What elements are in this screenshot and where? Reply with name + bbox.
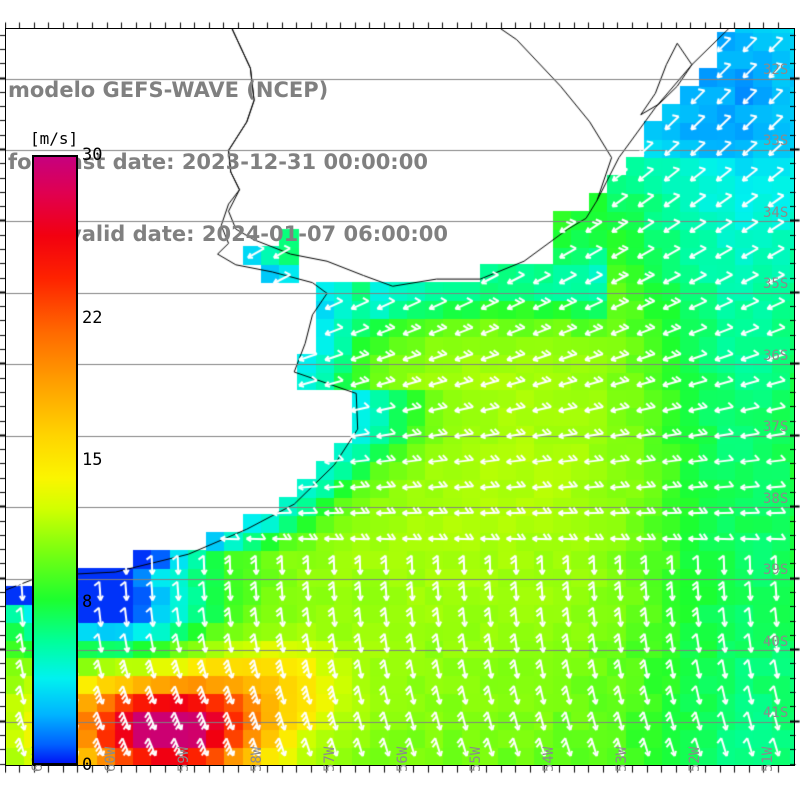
lat-tick-39S: 39S: [763, 562, 789, 579]
map-plot-area[interactable]: [5, 28, 795, 766]
lon-tick-54W: 54W: [541, 746, 558, 772]
top-axis-ticks: [5, 18, 795, 28]
lat-tick-36S: 36S: [763, 347, 789, 364]
left-axis-ticks: [0, 28, 5, 766]
right-axis-ticks: [790, 28, 800, 766]
title-valid-date: valid date: 2024-01-07 06:00:00: [68, 222, 448, 246]
colorbar-tick-15: 15: [82, 450, 103, 470]
colorbar-tick-0: 0: [82, 755, 93, 775]
lon-tick-56W: 56W: [395, 746, 412, 772]
lon-tick-53W: 53W: [614, 746, 631, 772]
colorbar-gradient: [32, 155, 78, 765]
lon-tick-58W: 58W: [249, 746, 266, 772]
lon-tick-59W: 59W: [176, 746, 193, 772]
wind-barb-layer: [6, 29, 794, 765]
lat-tick-33S: 33S: [763, 133, 789, 150]
lat-tick-41S: 41S: [763, 705, 789, 722]
lon-tick-51W: 51W: [760, 746, 777, 772]
lon-tick-60W: 60W: [103, 746, 120, 772]
colorbar-tick-8: 8: [82, 592, 93, 613]
colorbar-tick-22: 22: [82, 307, 103, 328]
lat-tick-40S: 40S: [763, 633, 789, 650]
lat-tick-38S: 38S: [763, 490, 789, 507]
lon-tick-52W: 52W: [687, 746, 704, 772]
lat-tick-35S: 35S: [763, 276, 789, 293]
lon-tick-57W: 57W: [322, 746, 339, 772]
colorbar-unit-label: [m/s]: [30, 129, 79, 148]
lat-tick-34S: 34S: [763, 204, 789, 221]
colorbar: [32, 155, 78, 765]
lon-tick-55W: 55W: [468, 746, 485, 772]
lat-tick-37S: 37S: [763, 419, 789, 436]
bottom-axis-ticks: [5, 766, 795, 778]
colorbar-tick-30: 30: [82, 145, 103, 165]
lat-tick-32S: 32S: [763, 62, 789, 79]
title-block: modelo GEFS-WAVE (NCEP) forecast date: 2…: [8, 30, 508, 294]
title-model: modelo GEFS-WAVE (NCEP): [8, 78, 329, 102]
